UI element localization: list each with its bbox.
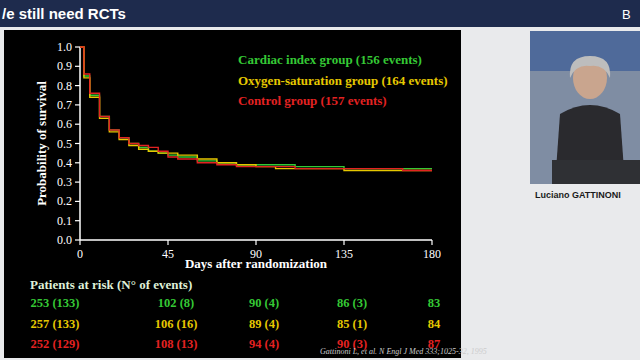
y-tick	[75, 104, 80, 105]
survival-curve	[80, 47, 432, 171]
x-tick	[343, 240, 344, 245]
x-tick-label: 180	[423, 247, 441, 261]
x-tick	[167, 240, 168, 245]
risk-table-cell: 253 (133)	[31, 296, 80, 310]
y-tick	[75, 46, 80, 47]
y-axis-label: Probability of survival	[34, 81, 49, 206]
risk-table-cell: 90 (4)	[249, 296, 279, 310]
risk-table-cell: 85 (1)	[337, 317, 367, 331]
y-tick	[75, 143, 80, 144]
chart-panel	[4, 30, 461, 358]
risk-table-title: Patients at risk (N° of events)	[30, 277, 192, 292]
source-citation: Gattinoni L, et al. N Engl J Med 333;102…	[320, 347, 487, 356]
y-tick-label: 0.5	[57, 137, 72, 151]
risk-table-cell: 94 (4)	[249, 337, 279, 351]
speaker-video	[530, 31, 640, 184]
slide-title: /e still need RCTs	[2, 5, 126, 22]
risk-table-cell: 89 (4)	[249, 317, 279, 331]
y-tick-label: 0.8	[57, 79, 72, 93]
y-tick	[75, 162, 80, 163]
corner-text: B	[622, 7, 631, 22]
y-tick-label: 0.6	[57, 117, 72, 131]
y-tick-label: 0.3	[57, 175, 72, 189]
y-tick	[75, 201, 80, 202]
y-tick-label: 0.7	[57, 98, 72, 112]
risk-table-cell: 102 (8)	[158, 296, 194, 310]
y-tick	[75, 85, 80, 86]
x-tick	[79, 240, 80, 245]
risk-table-cell: 108 (13)	[155, 337, 198, 351]
x-tick	[431, 240, 432, 245]
x-tick-label: 45	[162, 247, 174, 261]
y-tick-label: 0.2	[57, 194, 72, 208]
x-tick-label: 135	[335, 247, 353, 261]
y-tick	[75, 66, 80, 67]
x-axis-label: Days after randomization	[185, 256, 328, 271]
y-tick-label: 0.4	[57, 156, 72, 170]
risk-table-cell: 86 (3)	[337, 296, 367, 310]
y-tick-label: 0.1	[57, 214, 72, 228]
x-tick	[255, 240, 256, 245]
legend-entry: Cardiac index group (156 events)	[238, 52, 422, 67]
y-tick-label: 0.0	[57, 233, 72, 247]
x-tick-label: 0	[77, 247, 83, 261]
header-bar	[0, 0, 640, 27]
plot-area	[80, 47, 432, 171]
speaker-hair	[570, 56, 610, 78]
survival-curve	[80, 47, 432, 171]
speaker-name: Luciano GATTINONI	[535, 190, 621, 200]
risk-table-cell: 106 (16)	[155, 317, 198, 331]
y-tick	[75, 239, 80, 240]
y-tick-label: 0.9	[57, 59, 72, 73]
y-tick	[75, 182, 80, 183]
legend-entry: Oxygen-saturation group (164 events)	[238, 73, 448, 88]
legend-entry: Control group (157 events)	[238, 93, 387, 108]
risk-table-cell: 257 (133)	[31, 317, 80, 331]
risk-table-cell: 252 (129)	[31, 337, 80, 351]
survival-curve	[80, 47, 432, 169]
slide: /e still need RCTs B Luciano GATTINONI 0.0 0…	[0, 0, 640, 360]
lectern	[552, 160, 640, 184]
y-tick	[75, 124, 80, 125]
risk-table-cell: 83	[428, 296, 441, 310]
y-tick-label: 1.0	[57, 40, 72, 54]
risk-table-cell: 84	[428, 317, 441, 331]
y-tick	[75, 220, 80, 221]
